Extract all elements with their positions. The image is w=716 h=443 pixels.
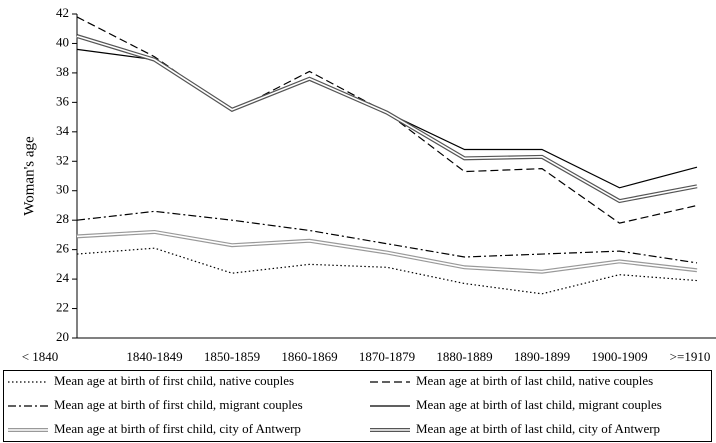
legend-label: Mean age at birth of last child, native … <box>416 373 653 388</box>
series-line-core <box>76 231 698 273</box>
y-tick-label: 20 <box>56 329 69 344</box>
x-tick-label: 1870-1879 <box>359 349 415 364</box>
series-line <box>76 16 698 224</box>
y-tick-label: 32 <box>56 152 69 167</box>
y-tick-label: 26 <box>56 241 70 256</box>
y-tick-label: 40 <box>56 34 69 49</box>
x-tick-label: 1880-1889 <box>436 349 492 364</box>
x-tick-label: 1840-1849 <box>126 349 182 364</box>
y-tick-label: 30 <box>56 182 69 197</box>
y-tick-label: 28 <box>56 211 69 226</box>
x-tick-label: 1850-1859 <box>204 349 260 364</box>
y-tick-label: 22 <box>56 300 69 315</box>
legend-label: Mean age at birth of first child, native… <box>54 373 294 388</box>
legend-label: Mean age at birth of first child, migran… <box>54 397 303 412</box>
series-line <box>76 247 698 295</box>
x-tick-label: >=1910 <box>670 349 711 364</box>
x-tick-label: < 1840 <box>22 349 59 364</box>
y-tick-label: 42 <box>56 5 69 20</box>
series-line-core <box>76 35 698 202</box>
y-tick-label: 36 <box>56 93 70 108</box>
series-line <box>76 210 698 264</box>
legend-label: Mean age at birth of last child, city of… <box>416 421 660 436</box>
legend-box <box>3 370 712 442</box>
y-tick-label: 24 <box>56 270 70 285</box>
y-axis-label: Woman's age <box>21 136 37 216</box>
x-tick-label: 1890-1899 <box>514 349 570 364</box>
x-tick-label: 1860-1869 <box>281 349 337 364</box>
legend-label: Mean age at birth of first child, city o… <box>54 421 301 436</box>
y-tick-label: 38 <box>56 64 69 79</box>
x-tick-label: 1900-1909 <box>591 349 647 364</box>
series-line <box>76 34 698 204</box>
legend-label: Mean age at birth of last child, migrant… <box>416 397 662 412</box>
y-tick-label: 34 <box>56 123 70 138</box>
